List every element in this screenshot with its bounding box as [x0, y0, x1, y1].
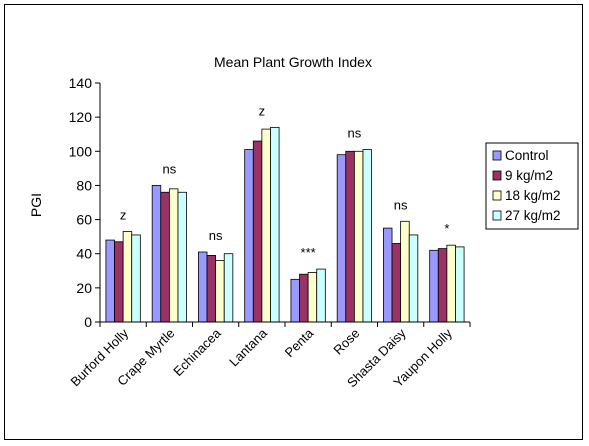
bar-4-7 — [408, 234, 419, 323]
chart-title: Mean Plant Growth Index — [214, 54, 372, 70]
significance-label-5: *** — [301, 245, 316, 260]
y-tick-label-8: 140 — [69, 75, 93, 91]
x-tick-label-6: Rose — [330, 326, 362, 358]
legend-label-1: Control — [505, 148, 549, 163]
y-tick-label-7: 120 — [69, 109, 93, 125]
legend-label-2: 9 kg/m2 — [505, 168, 553, 183]
bar-2-8 — [437, 248, 448, 323]
significance-label-6: ns — [348, 126, 362, 141]
bar-3-2 — [168, 188, 179, 323]
bar-1-3 — [198, 251, 208, 323]
bar-1-6 — [336, 154, 347, 323]
legend-swatch-1 — [492, 150, 502, 161]
legend-swatch-2 — [492, 170, 502, 181]
bar-2-4 — [252, 140, 263, 323]
bar-4-8 — [455, 246, 465, 323]
bar-3-1 — [122, 231, 133, 323]
legend: Control 9 kg/m2 18 kg/m2 27 kg/m2 — [485, 142, 579, 230]
significance-label-3: ns — [209, 228, 223, 243]
bar-chart: Mean Plant Growth Index PGI z ns ns z *** ns n… — [28, 54, 579, 390]
bar-1-8 — [429, 249, 439, 323]
bar-2-3 — [206, 255, 217, 323]
bar-2-2 — [160, 191, 170, 323]
x-tick-label-5: Penta — [282, 325, 317, 360]
bar-3-6 — [353, 150, 364, 323]
bar-1-5 — [290, 278, 300, 323]
significance-label-7: ns — [394, 197, 408, 212]
bar-2-1 — [114, 241, 124, 323]
bar-4-2 — [177, 191, 187, 323]
bar-2-7 — [391, 243, 402, 323]
significance-label-1: z — [120, 208, 127, 223]
bars-layer: z ns ns z *** ns ns * — [105, 103, 465, 323]
bar-2-5 — [299, 273, 309, 323]
y-tick-label-5: 80 — [76, 177, 92, 193]
legend-swatch-4 — [492, 210, 502, 221]
y-tick-label-1: 0 — [84, 314, 92, 330]
bar-1-4 — [244, 149, 254, 323]
y-tick-label-2: 20 — [76, 280, 92, 296]
significance-label-4: z — [259, 103, 266, 118]
significance-label-2: ns — [163, 161, 177, 176]
significance-label-8: * — [444, 221, 449, 236]
x-tick-label-3: Echinacea — [170, 325, 224, 379]
y-tick-label-4: 60 — [76, 212, 92, 228]
legend-label-4: 27 kg/m2 — [505, 208, 561, 223]
bar-4-4 — [270, 126, 280, 323]
bar-4-1 — [131, 234, 141, 323]
chart-frame: Mean Plant Growth Index PGI z ns ns z *** ns n… — [4, 4, 583, 440]
bar-3-8 — [446, 244, 456, 323]
x-tick-label-4: Lantana — [226, 325, 270, 369]
bar-3-3 — [215, 260, 225, 323]
bar-4-3 — [223, 253, 234, 323]
bar-1-2 — [151, 185, 162, 323]
bar-1-7 — [383, 227, 393, 323]
bar-3-4 — [261, 128, 271, 323]
bar-1-1 — [105, 239, 115, 323]
bar-3-5 — [307, 272, 318, 323]
bar-3-7 — [400, 220, 410, 323]
y-tick-label-3: 40 — [76, 246, 92, 262]
y-axis-label: PGI — [28, 193, 44, 217]
legend-swatch-3 — [492, 190, 502, 201]
bar-4-5 — [316, 268, 326, 323]
bar-2-6 — [345, 150, 355, 323]
legend-label-3: 18 kg/m2 — [505, 188, 561, 203]
bar-4-6 — [362, 149, 372, 323]
y-tick-label-6: 100 — [69, 143, 93, 159]
